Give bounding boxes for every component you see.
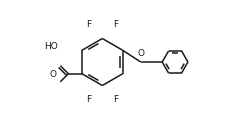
Text: F: F: [87, 95, 92, 104]
Text: O: O: [50, 70, 57, 79]
Text: F: F: [87, 20, 92, 29]
Text: F: F: [113, 20, 118, 29]
Text: O: O: [137, 49, 144, 58]
Text: HO: HO: [44, 42, 57, 51]
Text: F: F: [113, 95, 118, 104]
